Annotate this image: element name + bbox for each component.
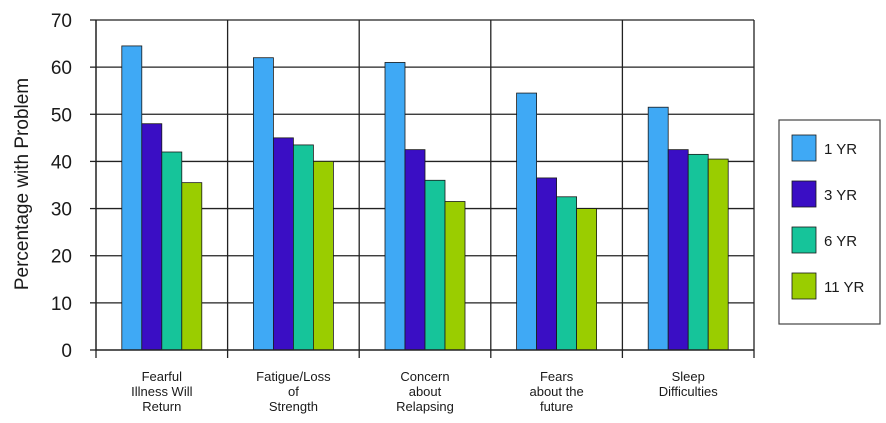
bar-3-yr [404, 149, 426, 351]
bar-6-yr [556, 196, 577, 351]
legend-label: 1 YR [824, 141, 857, 158]
bar-11-yr [707, 158, 729, 351]
legend-swatch [791, 180, 817, 208]
bar-3-yr [667, 149, 689, 351]
axes [90, 19, 755, 358]
category-label: Concern about Relapsing [396, 369, 454, 414]
y-tick-label: 20 [51, 247, 72, 268]
bars [121, 45, 729, 351]
bar-6-yr [161, 151, 183, 351]
category-label: Fearful Illness Will Return [131, 369, 193, 414]
y-tick-labels: 0 10 20 30 40 50 60 70 [51, 11, 72, 362]
bar-1-yr [121, 45, 143, 351]
bar-1-yr [252, 57, 274, 351]
bar-3-yr [272, 137, 294, 351]
legend-swatch [791, 134, 817, 162]
legend-swatch [791, 226, 817, 254]
y-tick-label: 30 [51, 200, 72, 221]
bar-11-yr [576, 208, 597, 351]
category-label: Fears about the future [529, 369, 583, 414]
category-label: Fatigue/Loss of Strength [256, 369, 331, 414]
bar-6-yr [687, 153, 709, 351]
bar-11-yr [181, 182, 203, 351]
legend-swatch [791, 272, 817, 300]
bar-1-yr [384, 62, 406, 351]
legend-label: 3 YR [824, 187, 857, 204]
gridlines [96, 19, 755, 350]
bar-3-yr [141, 123, 163, 351]
y-axis-label: Percentage with Problem [12, 78, 33, 290]
bar-11-yr [444, 201, 466, 351]
y-tick-label: 10 [51, 294, 72, 315]
y-tick-label: 0 [61, 341, 72, 362]
y-tick-label: 70 [51, 11, 72, 32]
bar-3-yr [536, 177, 557, 351]
bar-6-yr [292, 144, 314, 351]
bar-1-yr [516, 92, 537, 351]
y-tick-label: 40 [51, 152, 72, 173]
y-tick-label: 60 [51, 58, 72, 79]
legend-label: 11 YR [824, 279, 864, 296]
bar-6-yr [424, 179, 446, 351]
legend: 1 YR 3 YR 6 YR 11 YR [778, 119, 881, 325]
bar-11-yr [312, 161, 334, 351]
y-tick-label: 50 [51, 105, 72, 126]
category-label: Sleep Difficulties [659, 369, 719, 399]
bar-1-yr [647, 106, 669, 351]
legend-label: 6 YR [824, 233, 857, 250]
category-labels: Fearful Illness Will Return Fatigue/Loss of S… [131, 369, 718, 414]
